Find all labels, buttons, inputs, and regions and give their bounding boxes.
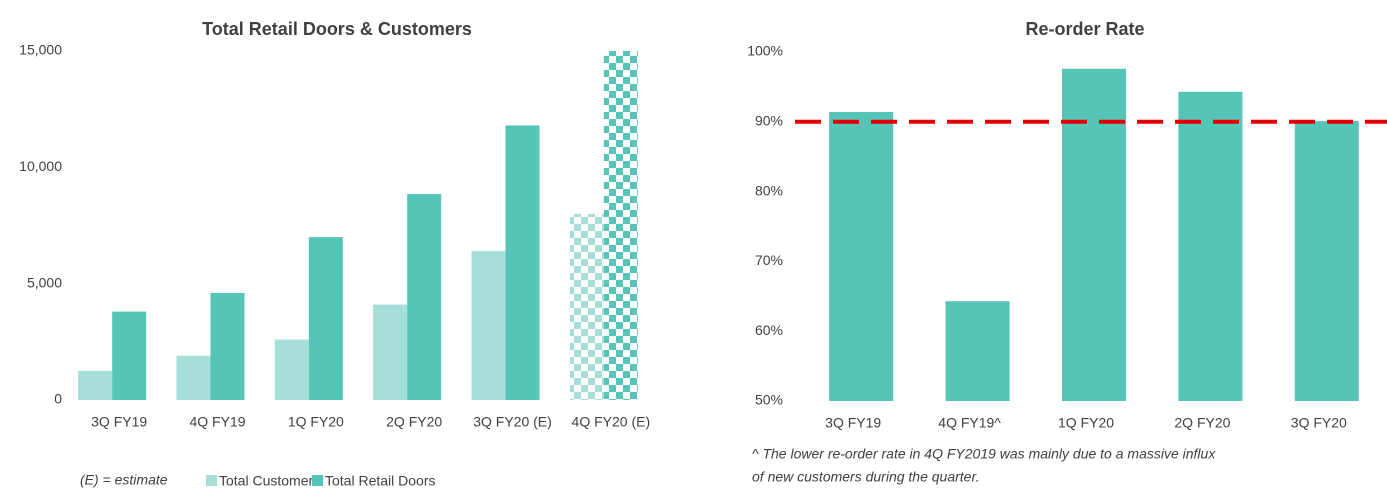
- chart-title: Re-order Rate: [1025, 19, 1144, 39]
- y-tick-label: 5,000: [27, 274, 62, 290]
- x-tick-label: 4Q FY19: [189, 414, 245, 430]
- bar: [176, 355, 211, 400]
- y-tick-label: 0: [54, 391, 62, 407]
- legend-swatch: [206, 475, 217, 486]
- x-tick-label: 2Q FY20: [386, 414, 442, 430]
- legend-label: Total Retail Doors: [325, 473, 436, 489]
- bar: [210, 292, 245, 400]
- y-tick-label: 15,000: [19, 42, 62, 58]
- x-tick-label: 3Q FY19: [91, 414, 147, 430]
- y-tick-label: 10,000: [19, 158, 62, 174]
- note: (E) = estimate: [80, 472, 168, 488]
- bar: [945, 301, 1010, 401]
- bar: [1062, 68, 1126, 401]
- bar: [569, 213, 604, 400]
- legend-swatch: [312, 475, 323, 486]
- bar: [112, 311, 147, 400]
- bar: [603, 51, 638, 400]
- chart-title: Total Retail Doors & Customers: [202, 19, 472, 39]
- x-tick-label: 4Q FY19^: [938, 415, 1001, 431]
- x-tick-label: 1Q FY20: [1058, 415, 1114, 431]
- bar: [829, 112, 894, 401]
- bar: [471, 251, 506, 400]
- y-tick-label: 60%: [755, 322, 783, 338]
- x-tick-label: 2Q FY20: [1174, 415, 1230, 431]
- bar: [274, 339, 309, 400]
- y-tick-label: 90%: [755, 113, 783, 129]
- x-tick-label: 3Q FY20 (E): [473, 414, 552, 430]
- bar: [308, 237, 343, 400]
- y-tick-label: 70%: [755, 252, 783, 268]
- x-tick-label: 3Q FY19: [825, 415, 881, 431]
- x-tick-label: 3Q FY20: [1291, 415, 1347, 431]
- bar: [407, 194, 442, 400]
- y-tick-label: 50%: [755, 392, 783, 408]
- legend-label: Total Customers: [219, 473, 320, 489]
- bar: [78, 370, 113, 400]
- bar: [1294, 121, 1359, 402]
- footnote: of new customers during the quarter.: [752, 469, 980, 485]
- bar: [505, 125, 540, 400]
- footnote: ^ The lower re-order rate in 4Q FY2019 w…: [752, 446, 1216, 462]
- bar: [373, 304, 408, 400]
- y-tick-label: 80%: [755, 182, 783, 198]
- x-tick-label: 1Q FY20: [288, 414, 344, 430]
- y-tick-label: 100%: [747, 43, 783, 59]
- x-tick-label: 4Q FY20 (E): [572, 414, 651, 430]
- bar: [1178, 91, 1243, 401]
